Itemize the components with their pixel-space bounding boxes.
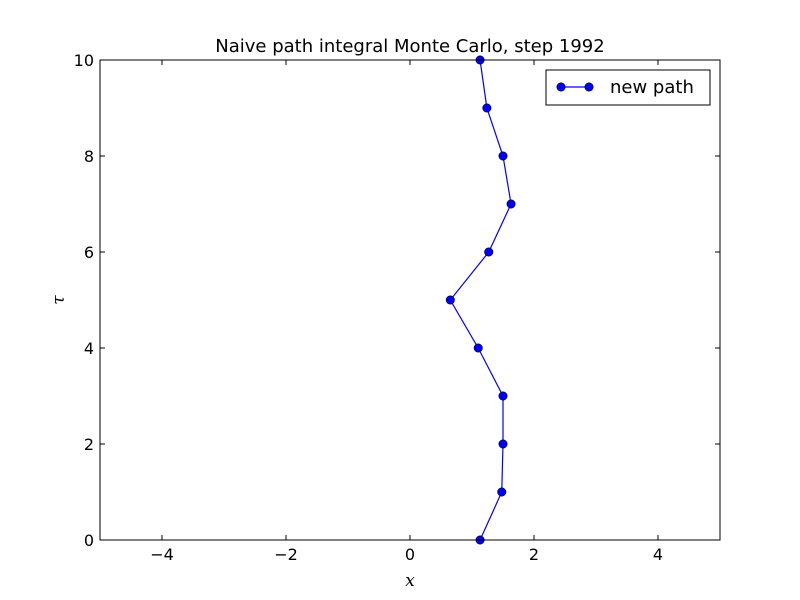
y-tick-label: 8 — [84, 147, 94, 166]
y-tick-label: 6 — [84, 243, 94, 262]
legend-marker-left — [556, 82, 566, 92]
data-point — [498, 391, 508, 401]
data-point — [498, 439, 508, 449]
y-tick-label: 4 — [84, 339, 94, 358]
legend: new path — [545, 69, 711, 106]
y-tick-label: 0 — [84, 531, 94, 550]
plot-frame — [99, 59, 721, 541]
data-point — [498, 151, 508, 161]
legend-marker-right — [584, 82, 594, 92]
x-tick-label: 4 — [653, 545, 663, 564]
plot-area — [100, 60, 720, 540]
y-tick-label: 2 — [84, 435, 94, 454]
data-point — [482, 103, 492, 113]
chart-title: Naive path integral Monte Carlo, step 19… — [215, 36, 604, 57]
data-point — [473, 343, 483, 353]
data-point — [484, 247, 494, 257]
data-point — [497, 487, 507, 497]
x-tick-label: 2 — [529, 545, 539, 564]
data-point — [445, 295, 455, 305]
y-axis-label: τ — [49, 295, 69, 305]
legend-label: new path — [610, 77, 694, 98]
y-tick-label: 10 — [74, 51, 94, 70]
x-tick-label: −4 — [150, 545, 174, 564]
x-tick-label: −2 — [274, 545, 298, 564]
data-point — [506, 199, 516, 209]
x-axis-label: x — [405, 571, 415, 591]
x-tick-label: 0 — [405, 545, 415, 564]
